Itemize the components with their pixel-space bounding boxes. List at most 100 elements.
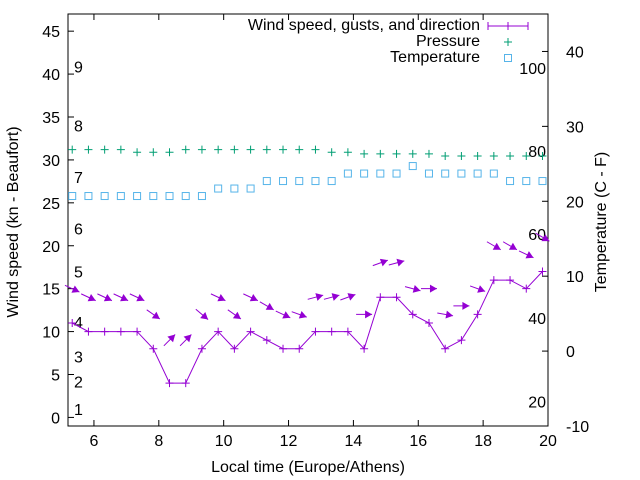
pressure-point	[343, 148, 352, 157]
pressure-point	[506, 152, 515, 161]
gust-arrow-head	[396, 258, 405, 267]
fahrenheit-label: 40	[528, 311, 546, 328]
fahrenheit-label: 60	[528, 227, 546, 244]
wind-speed-point	[441, 344, 450, 353]
temperature-point	[424, 169, 433, 178]
pressure-point	[392, 149, 401, 158]
pressure-point	[133, 148, 142, 157]
y2-tick-label: 40	[566, 44, 584, 61]
temperature-point	[311, 177, 320, 186]
wind-speed-point	[279, 344, 288, 353]
pressure-point	[84, 145, 93, 154]
temperature-point	[68, 192, 77, 201]
temperature-point	[214, 184, 223, 193]
gust-arrow-head	[298, 310, 307, 319]
x-tick-label: 10	[215, 433, 233, 450]
fahrenheit-label: 100	[519, 61, 546, 78]
legend-temperature-sample	[504, 54, 512, 62]
temperature-point	[149, 192, 158, 201]
temperature-point	[522, 177, 531, 186]
y2-tick-label: 0	[566, 344, 575, 361]
wind-speed-point	[457, 336, 466, 345]
pressure-point	[489, 152, 498, 161]
y-tick-label: 10	[42, 325, 60, 342]
x-tick-label: 6	[89, 433, 98, 450]
beaufort-label: 9	[74, 59, 83, 76]
fahrenheit-label: 80	[528, 144, 546, 161]
gust-arrow-head	[331, 293, 340, 301]
temperature-point	[197, 192, 206, 201]
wind-speed-point	[84, 327, 93, 336]
pressure-point	[311, 145, 320, 154]
temperature-point	[100, 192, 109, 201]
y-tick-label: 30	[42, 153, 60, 170]
beaufort-label: 1	[74, 402, 83, 419]
beaufort-label: 7	[74, 170, 83, 187]
wind-speed-point	[408, 310, 417, 319]
pressure-point	[246, 145, 255, 154]
temperature-point	[116, 192, 125, 201]
gust-arrow-head	[232, 311, 241, 320]
beaufort-label: 5	[74, 265, 83, 282]
y-tick-label: 35	[42, 110, 60, 127]
y-tick-label: 45	[42, 24, 60, 41]
gust-arrow-head	[71, 285, 80, 293]
wind-speed-point	[327, 327, 336, 336]
pressure-point	[408, 149, 417, 158]
wind-speed-point	[424, 319, 433, 327]
temperature-point	[230, 184, 239, 193]
wind-speed-point	[311, 327, 320, 336]
pressure-point	[376, 149, 385, 158]
y2-axis-label: Temperature (C - F)	[593, 152, 610, 292]
gust-arrow-head	[492, 242, 501, 250]
wind-speed-point	[230, 344, 239, 353]
temperature-point	[392, 169, 401, 178]
gust-arrow-head	[282, 311, 291, 319]
beaufort-label: 2	[74, 374, 83, 391]
legend-pressure-label: Pressure	[416, 33, 480, 50]
pressure-point	[100, 145, 109, 154]
wind-speed-point	[197, 344, 206, 353]
gust-arrow-head	[412, 285, 421, 293]
temperature-point	[376, 169, 385, 178]
legend-wind-label: Wind speed, gusts, and direction	[248, 17, 480, 34]
y-tick-label: 40	[42, 67, 60, 84]
beaufort-label: 3	[74, 349, 83, 366]
temperature-point	[506, 177, 515, 186]
gust-arrow-head	[445, 310, 454, 319]
pressure-point	[181, 145, 190, 154]
x-axis-label: Local time (Europe/Athens)	[211, 459, 405, 476]
x-tick-label: 12	[280, 433, 298, 450]
temperature-point	[279, 177, 288, 186]
temperature-point	[360, 169, 369, 178]
y2-tick-label: -10	[566, 419, 589, 436]
gust-arrow-head	[477, 285, 486, 293]
y2-tick-label: 20	[566, 194, 584, 211]
temperature-point	[327, 177, 336, 186]
y-axis-label: Wind speed (kn - Beaufort)	[5, 126, 22, 317]
wind-speed-point	[149, 344, 158, 353]
legend-pressure-sample	[504, 38, 512, 46]
legend-temperature-label: Temperature	[390, 49, 480, 66]
pressure-point	[68, 145, 77, 154]
pressure-point	[197, 145, 206, 154]
wind-speed-point	[246, 327, 255, 336]
temperature-point	[295, 177, 304, 186]
pressure-point	[522, 152, 531, 161]
y-tick-label: 20	[42, 239, 60, 256]
temperature-point	[538, 177, 547, 186]
wind-speed-point	[100, 327, 109, 336]
y-tick-label: 0	[51, 410, 60, 427]
gust-arrow-head	[151, 311, 160, 320]
pressure-point	[214, 145, 223, 154]
x-tick-label: 8	[154, 433, 163, 450]
temperature-point	[441, 169, 450, 178]
x-tick-label: 14	[345, 433, 363, 450]
gust-arrow-head	[167, 334, 176, 343]
wind-speed-point	[489, 276, 498, 285]
fahrenheit-label: 20	[528, 394, 546, 411]
y-tick-label: 15	[42, 282, 60, 299]
gust-arrow-head	[249, 294, 258, 302]
pressure-point	[473, 152, 482, 161]
